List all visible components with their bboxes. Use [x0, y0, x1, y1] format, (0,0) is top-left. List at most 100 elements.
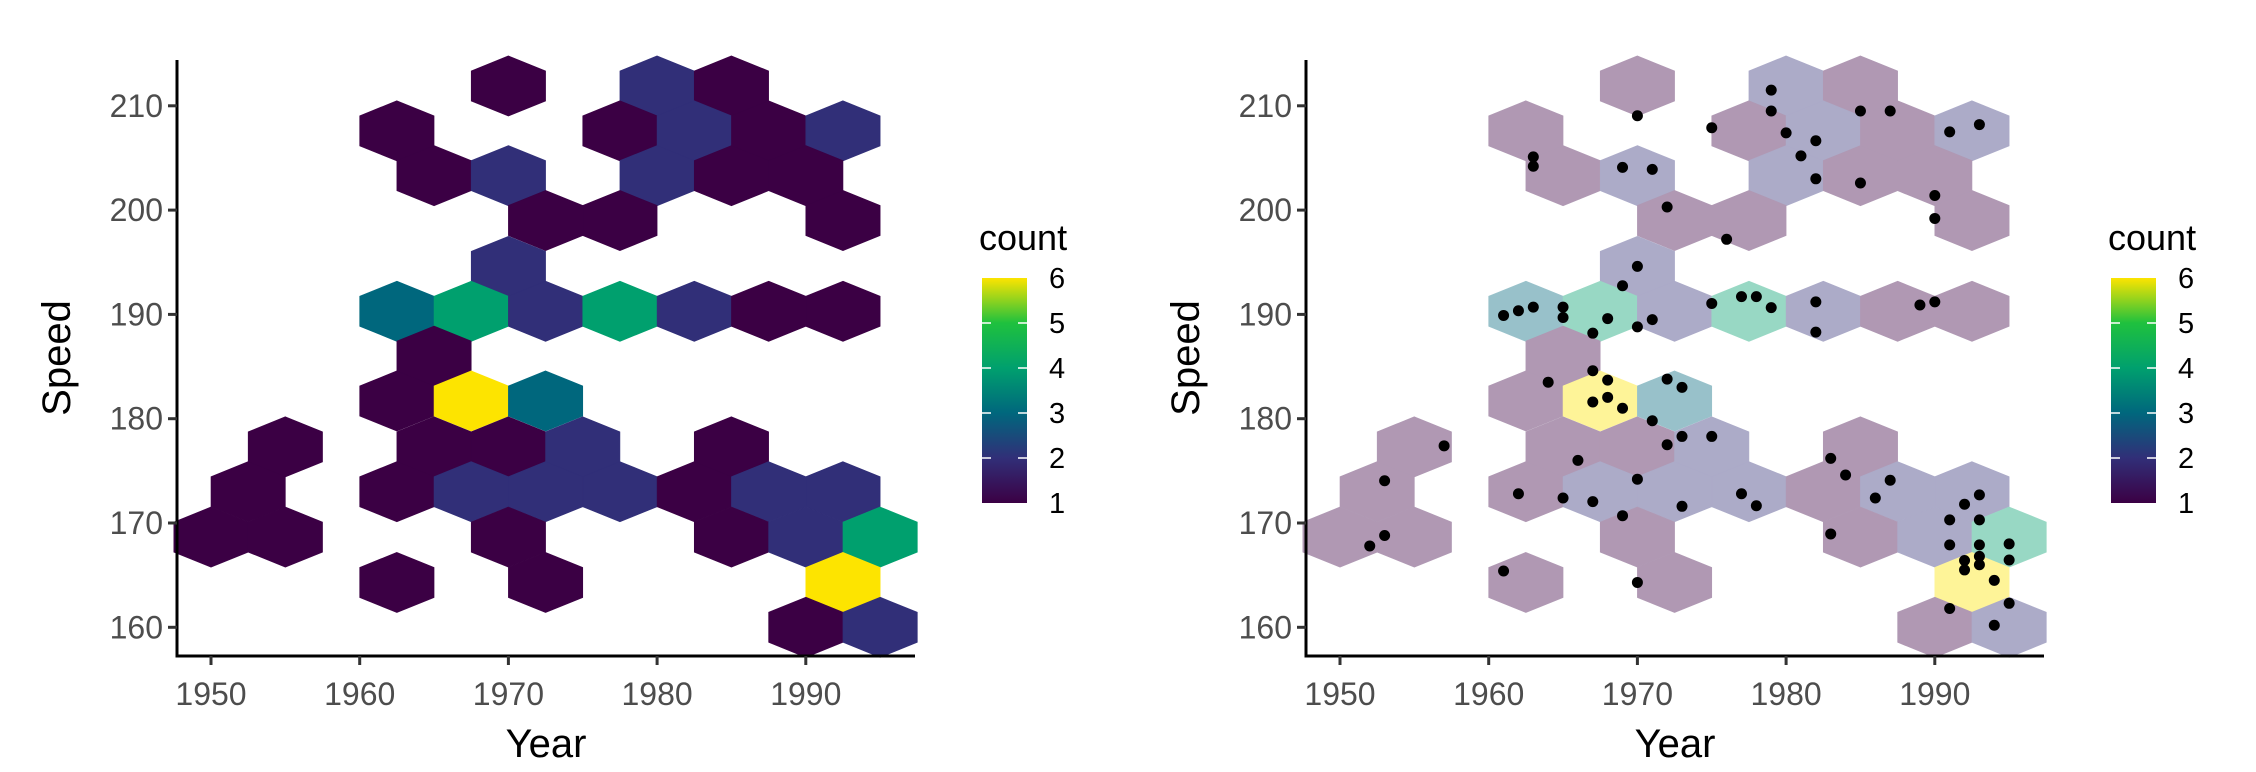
data-point [2003, 538, 2015, 550]
legend-label: 5 [2178, 308, 2194, 340]
y-tick-label: 210 [110, 88, 163, 124]
hex-bin [1562, 280, 1638, 342]
data-point [1631, 260, 1643, 272]
data-point [1498, 309, 1510, 321]
data-point [1527, 160, 1539, 172]
data-point [1661, 373, 1673, 385]
data-point [1706, 430, 1718, 442]
data-point [1631, 576, 1643, 588]
data-point [1587, 365, 1599, 377]
data-point [1646, 163, 1658, 175]
hex-bin [1488, 280, 1564, 342]
data-point [1617, 510, 1629, 522]
x-tick-label: 1960 [1453, 676, 1524, 712]
hex-bin [805, 190, 881, 251]
data-point [1795, 150, 1807, 162]
data-point [1602, 313, 1614, 325]
hex-bin [1599, 145, 1675, 207]
hex-bin [1339, 461, 1415, 523]
legend-label: 5 [1049, 308, 1065, 340]
hex-layer [1302, 55, 2047, 658]
data-point [1587, 496, 1599, 508]
colorbar [2111, 278, 2156, 503]
hex-bin [1934, 190, 2010, 251]
y-tick-label: 180 [110, 401, 163, 437]
data-point [1914, 299, 1926, 311]
data-point [1587, 396, 1599, 408]
data-point [1527, 151, 1539, 163]
data-point [1884, 105, 1896, 117]
y-tick-label: 190 [1239, 296, 1292, 332]
data-point [1498, 565, 1510, 577]
legend-label: 4 [1049, 353, 1065, 385]
data-point [1810, 326, 1822, 338]
hex-bin [1711, 461, 1787, 523]
data-point [1750, 500, 1762, 512]
color-legend: count 1 2 3 4 5 6 [2108, 217, 2196, 520]
legend-label: 1 [1049, 488, 1065, 520]
hex-bin [1897, 145, 1973, 207]
data-point [1825, 452, 1837, 464]
hex-bin [1599, 55, 1675, 117]
data-point [1379, 475, 1391, 487]
legend-label: 3 [2178, 398, 2194, 430]
y-tick-label: 160 [1239, 609, 1292, 645]
data-point [1557, 301, 1569, 313]
data-point [1438, 440, 1450, 452]
data-point [1602, 391, 1614, 403]
data-point [1631, 473, 1643, 485]
legend-label: 3 [1049, 398, 1065, 430]
hex-bin [1934, 280, 2010, 342]
data-point [1617, 280, 1629, 292]
hex-bin [1711, 100, 1787, 162]
x-tick-label: 1950 [175, 676, 246, 712]
hex-bin [1488, 100, 1564, 162]
data-point [2003, 597, 2015, 609]
legend-label: 6 [2178, 263, 2194, 295]
hex-bin [1525, 325, 1601, 387]
hex-bin [1599, 506, 1675, 568]
y-axis-title: Speed [35, 300, 79, 416]
data-point [1646, 415, 1658, 427]
data-point [1810, 296, 1822, 308]
hex-bin [1934, 552, 2010, 613]
hex-bin [1637, 370, 1713, 432]
hex-bin [1748, 55, 1824, 117]
data-point [1661, 439, 1673, 451]
legend-label: 6 [1049, 263, 1065, 295]
panel-1: 1950 1960 1970 1980 1990 160 170 180 190 200 210 Ye… [35, 55, 1067, 766]
data-point [1944, 514, 1956, 526]
data-point [1364, 540, 1376, 552]
hex-bin [1637, 552, 1713, 613]
data-point [1988, 619, 2000, 631]
data-point [1706, 122, 1718, 134]
data-point [1780, 127, 1792, 139]
hex-layer [173, 55, 918, 658]
hex-bin [731, 280, 807, 342]
x-tick-label: 1970 [473, 676, 544, 712]
x-tick-label: 1970 [1602, 676, 1673, 712]
data-point [1527, 301, 1539, 313]
hex-bin [805, 280, 881, 342]
legend-label: 2 [1049, 443, 1065, 475]
legend-label: 1 [2178, 488, 2194, 520]
data-point [1587, 327, 1599, 339]
hex-bin [1785, 280, 1861, 342]
data-point [1706, 297, 1718, 309]
hex-bin [1488, 552, 1564, 613]
data-point [1661, 201, 1673, 213]
x-axis-title: Year [506, 722, 587, 766]
hex-bin [656, 280, 732, 342]
color-legend: count 1 2 3 4 5 6 [979, 217, 1067, 520]
hex-bin [1971, 506, 2047, 568]
hex-bin [1376, 506, 1452, 568]
hex-bin [1637, 190, 1713, 251]
hex-bin [582, 280, 658, 342]
data-point [1959, 555, 1971, 567]
data-point [1512, 488, 1524, 500]
hex-bin [1525, 145, 1601, 207]
data-point [1973, 559, 1985, 571]
data-point [1973, 550, 1985, 562]
data-point [1646, 314, 1658, 326]
